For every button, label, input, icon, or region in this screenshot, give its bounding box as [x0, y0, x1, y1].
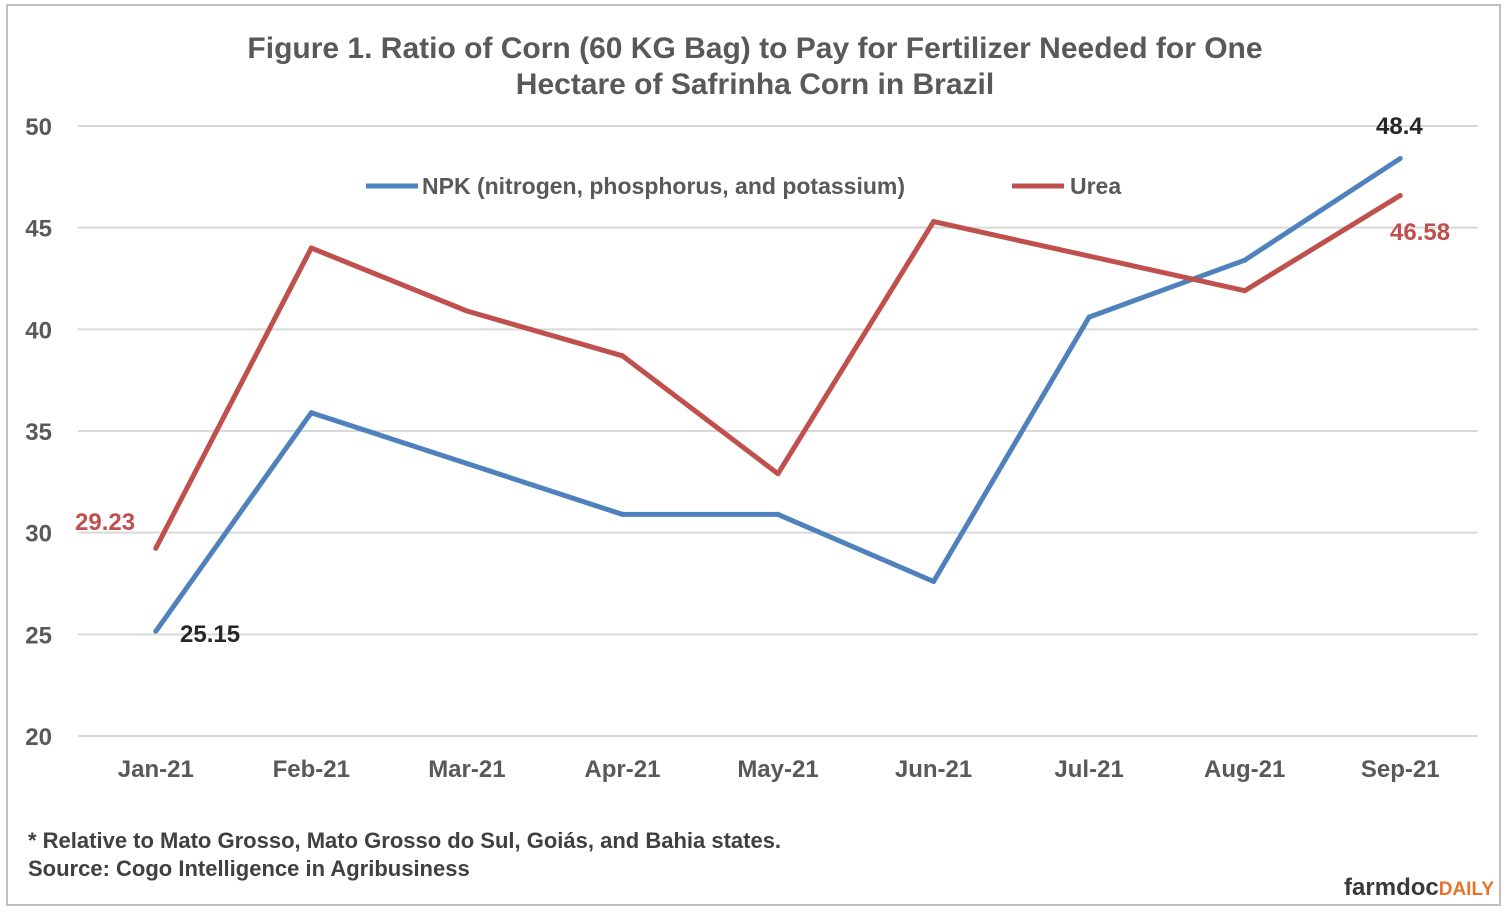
x-axis: Jan-21 Feb-21 Mar-21 Apr-21 May-21 Jun-21 Jul-…: [118, 756, 1440, 783]
x-tick-label: Apr-21: [584, 756, 660, 783]
data-label-urea-sep: 46.58: [1390, 219, 1450, 246]
x-tick-label: Jul-21: [1054, 756, 1123, 783]
y-tick-label: 35: [25, 419, 52, 446]
data-point: [464, 461, 470, 467]
y-tick-label: 25: [25, 622, 52, 649]
x-tick-label: Jun-21: [895, 756, 972, 783]
logo-text-daily: DAILY: [1439, 879, 1495, 900]
data-point: [1242, 288, 1248, 294]
chart-title-line-2: Hectare of Safrinha Corn in Brazil: [516, 68, 994, 101]
series-line-urea: [153, 193, 1402, 550]
logo-text-farmdoc: farmdoc: [1344, 874, 1439, 901]
x-tick-label: Jan-21: [118, 756, 194, 783]
source-note: Source: Cogo Intelligence in Agribusines…: [28, 856, 470, 881]
y-tick-label: 45: [25, 216, 52, 243]
data-label-npk-sep: 48.4: [1376, 113, 1423, 140]
x-tick-label: May-21: [737, 756, 818, 783]
data-label-urea-jan: 29.23: [75, 509, 135, 536]
y-axis: 20 25 30 35 40 45 50: [25, 114, 52, 751]
data-point: [775, 471, 781, 477]
svg-text:farmdocDAILY: farmdocDAILY: [1344, 874, 1494, 901]
x-tick-label: Aug-21: [1204, 756, 1285, 783]
data-point: [619, 353, 625, 359]
data-point: [153, 628, 159, 634]
data-point: [1242, 257, 1248, 263]
data-point: [1086, 314, 1092, 320]
x-tick-label: Sep-21: [1361, 756, 1440, 783]
x-tick-label: Mar-21: [428, 756, 505, 783]
data-point: [153, 545, 159, 551]
x-tick-label: Feb-21: [273, 756, 350, 783]
gridlines: [78, 125, 1478, 737]
data-point: [464, 308, 470, 314]
data-point: [1086, 253, 1092, 259]
data-label-npk-jan: 25.15: [180, 621, 240, 648]
data-point: [308, 245, 314, 251]
data-point: [775, 511, 781, 517]
y-tick-label: 50: [25, 114, 52, 141]
y-tick-label: 30: [25, 521, 52, 548]
legend-label-npk: NPK (nitrogen, phosphorus, and potassium…: [422, 173, 905, 199]
data-point: [931, 578, 937, 584]
series-line-npk: [153, 156, 1402, 633]
farmdoc-daily-logo: farmdocDAILY: [1344, 874, 1494, 901]
data-point: [1397, 193, 1403, 199]
legend-label-urea: Urea: [1070, 173, 1121, 199]
chart-title-line-1: Figure 1. Ratio of Corn (60 KG Bag) to P…: [247, 32, 1262, 65]
series-lines: [153, 156, 1403, 634]
data-point: [1397, 156, 1403, 162]
y-tick-label: 40: [25, 317, 52, 344]
legend: NPK (nitrogen, phosphorus, and potassium…: [366, 173, 1121, 199]
data-point: [308, 410, 314, 416]
data-point: [619, 511, 625, 517]
data-point: [931, 219, 937, 225]
footnote: * Relative to Mato Grosso, Mato Grosso d…: [28, 828, 781, 853]
y-tick-label: 20: [25, 724, 52, 751]
